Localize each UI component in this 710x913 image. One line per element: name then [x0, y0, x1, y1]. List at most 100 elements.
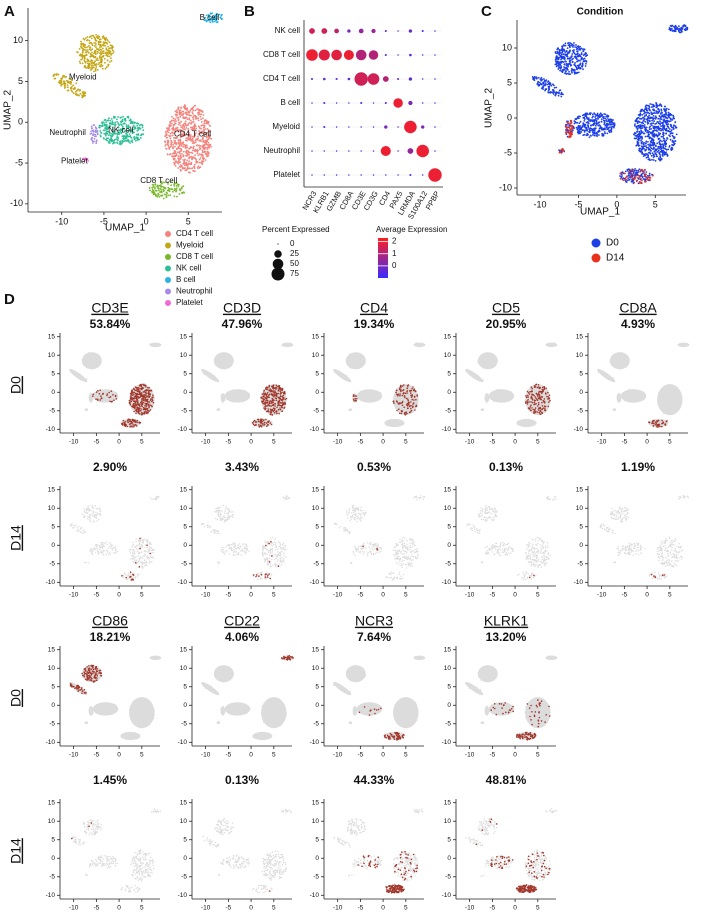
cell-point: [137, 555, 140, 557]
cell-point: [575, 48, 578, 51]
cell-point: [130, 120, 133, 123]
cell-point: [94, 51, 97, 53]
cell-point: [98, 124, 101, 127]
dot: [331, 49, 342, 61]
cell-point: [192, 125, 195, 127]
cell-point: [200, 130, 203, 133]
cell-point: [91, 60, 94, 62]
cell-point: [189, 167, 192, 170]
cell-point: [178, 129, 181, 131]
cell-point: [180, 129, 182, 131]
cell-point: [661, 122, 664, 124]
cell-point: [108, 552, 111, 554]
cell-point: [110, 57, 112, 60]
cell-point: [575, 44, 577, 46]
cell-point: [169, 137, 172, 140]
cell-point: [94, 39, 97, 42]
cell-point: [191, 167, 194, 170]
cell-point: [647, 141, 649, 143]
cell-point: [665, 113, 667, 116]
cell-point: [191, 112, 194, 115]
cell-point: [600, 120, 603, 123]
cell-point: [684, 29, 687, 32]
cell-point: [150, 555, 152, 557]
expressing-cell: [127, 418, 130, 421]
cell-point: [132, 562, 134, 564]
cell-point: [127, 139, 130, 142]
cell-point: [189, 163, 192, 166]
dot: [310, 77, 314, 81]
expressing-cell: [151, 405, 153, 408]
cell-point: [648, 137, 651, 139]
cell-point: [545, 88, 548, 90]
cell-point: [202, 117, 204, 120]
y-tick-label: 0: [18, 117, 23, 127]
expressing-cell: [143, 407, 146, 410]
cell-point: [95, 66, 98, 68]
cell-point: [175, 111, 178, 114]
cell-point: [661, 128, 664, 131]
expressing-cell: [100, 397, 103, 400]
expressing-cell: [144, 409, 147, 411]
cell-point: [193, 170, 196, 173]
cell-point: [194, 148, 197, 151]
cell-point: [179, 154, 182, 157]
expressing-cell: [146, 544, 148, 546]
cell-point: [241, 397, 243, 399]
cell-point: [126, 135, 129, 138]
row-label: Myeloid: [272, 122, 300, 131]
cell-point: [599, 116, 601, 118]
cell-point: [576, 131, 579, 134]
cell-point: [180, 107, 182, 109]
y-tick-label: 0: [183, 389, 187, 396]
cell-point: [600, 126, 603, 129]
dot: [416, 144, 429, 158]
cell-point: [163, 193, 166, 196]
cell-point: [595, 119, 598, 122]
cell-point: [655, 155, 658, 158]
cell-point: [161, 194, 164, 197]
cell-point: [595, 117, 597, 120]
percent-label: 2.90%: [93, 460, 127, 474]
cell-point: [153, 549, 155, 551]
expressing-cell: [136, 389, 138, 391]
cell-point: [165, 191, 168, 194]
cell-point: [204, 159, 207, 161]
cell-point: [136, 129, 139, 132]
cell-point: [174, 145, 176, 148]
cell-point: [579, 60, 581, 62]
cell-point: [206, 148, 209, 151]
panel-letter: D: [4, 291, 15, 308]
cell-point: [579, 120, 582, 123]
cell-point: [646, 176, 649, 179]
expressing-cell: [129, 571, 132, 573]
cell-point: [166, 139, 169, 142]
cell-point: [133, 131, 136, 134]
cell-point: [94, 505, 96, 507]
dot: [311, 102, 313, 104]
cell-point: [565, 126, 568, 128]
cell-point: [587, 124, 589, 127]
cell-point: [655, 153, 658, 156]
cell-point: [137, 137, 140, 140]
legend-swatch: [165, 231, 171, 237]
cell-point: [129, 552, 132, 554]
cell-point: [545, 83, 547, 86]
cell-point: [604, 120, 606, 122]
dot: [311, 126, 313, 128]
cell-point: [166, 127, 168, 129]
cell-point: [574, 72, 576, 75]
cell-point: [561, 57, 564, 60]
cell-point: [165, 148, 168, 150]
cluster-label: Platelet: [61, 157, 88, 166]
cell-point: [86, 518, 88, 520]
cell-point: [97, 48, 99, 51]
cell-point: [171, 131, 174, 134]
cell-point: [593, 134, 596, 137]
expressing-cell: [131, 422, 134, 424]
cell-point: [270, 420, 273, 423]
cell-point: [138, 545, 140, 548]
cell-point: [72, 524, 75, 527]
cell-point: [174, 140, 177, 142]
cell-point: [90, 130, 92, 133]
